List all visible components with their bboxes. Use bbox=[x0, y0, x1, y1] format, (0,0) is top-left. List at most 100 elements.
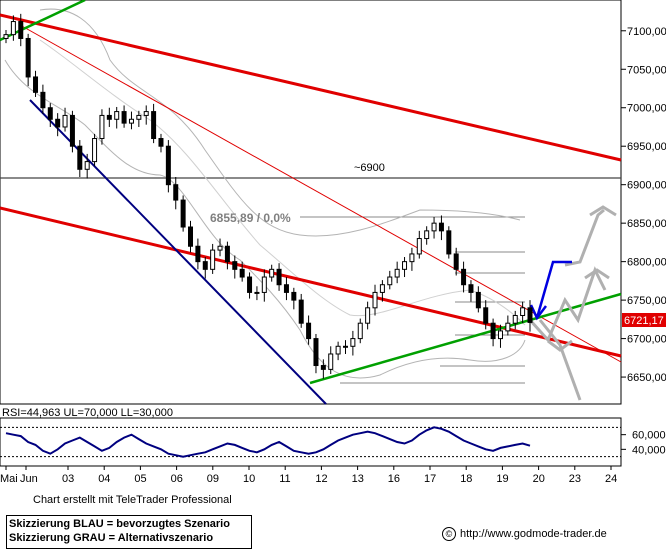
candle-body bbox=[224, 245, 230, 263]
candle-body bbox=[136, 114, 142, 120]
source-link[interactable]: © http://www.godmode-trader.de bbox=[442, 527, 607, 541]
x-tick-label: 03 bbox=[62, 473, 74, 485]
x-tick-label: 20 bbox=[533, 473, 545, 485]
candle-body bbox=[202, 261, 208, 270]
candle-body bbox=[387, 276, 393, 286]
upper-envelope bbox=[39, 8, 521, 237]
candle-body bbox=[313, 338, 319, 367]
candle-body bbox=[512, 315, 518, 324]
x-tick-label: Mai bbox=[0, 473, 18, 485]
candle-body bbox=[328, 353, 334, 370]
candle-body bbox=[158, 138, 164, 147]
candle-body bbox=[18, 21, 24, 39]
source-url: http://www.godmode-trader.de bbox=[460, 528, 607, 540]
candle-body bbox=[99, 114, 105, 140]
candle-body bbox=[298, 299, 304, 324]
candle-body bbox=[10, 21, 16, 36]
candle-body bbox=[402, 261, 408, 270]
scenario-legend: Skizzierung BLAU = bevorzugtes Szenario … bbox=[6, 515, 252, 549]
date-axis: Mai Jun 03 04 05 06 09 10 11 12 13 16 17 18 19 20 23 24 bbox=[0, 465, 621, 485]
candle-body bbox=[33, 76, 39, 93]
candle-body bbox=[62, 114, 68, 128]
candle-body bbox=[505, 322, 511, 332]
copyright-icon: © bbox=[442, 527, 456, 541]
rsi-line bbox=[5, 426, 531, 458]
red-channel-lower bbox=[0, 206, 622, 358]
x-tick-label: 05 bbox=[134, 473, 146, 485]
y-tick-label: 6700,00 bbox=[627, 334, 666, 346]
candle-body bbox=[69, 114, 75, 147]
candle-body bbox=[25, 37, 31, 78]
candle-body bbox=[77, 145, 83, 170]
x-tick-label: 23 bbox=[569, 473, 581, 485]
candle-body bbox=[520, 307, 526, 317]
last-price-box bbox=[622, 313, 666, 327]
candle-body bbox=[350, 338, 356, 347]
y-tick-label: 6900,00 bbox=[627, 180, 666, 192]
blue-scenario-path bbox=[535, 260, 572, 319]
x-tick-label: 18 bbox=[460, 473, 472, 485]
candle-body bbox=[475, 291, 481, 309]
candle-body bbox=[92, 138, 98, 163]
x-tick-label: 06 bbox=[171, 473, 183, 485]
rsi-panel-frame bbox=[0, 417, 622, 467]
candle-body bbox=[291, 291, 297, 301]
candle-body bbox=[128, 118, 134, 124]
y-tick-label: 7100,00 bbox=[627, 26, 666, 38]
candle-body bbox=[453, 253, 459, 270]
red-channel-upper bbox=[0, 13, 622, 162]
rsi-tick-label: 40,000 bbox=[632, 444, 666, 456]
candle-body bbox=[468, 284, 474, 293]
candle-body bbox=[40, 91, 46, 109]
candle-body bbox=[269, 268, 275, 278]
fib-zero-label: 6855,89 / 0,0% bbox=[210, 211, 291, 225]
price-panel-frame bbox=[0, 0, 622, 405]
price-axis: 7100,00 7050,00 7000,00 6950,00 6900,00 6850,… bbox=[621, 26, 666, 384]
candle-body bbox=[372, 291, 378, 309]
y-tick-label: 6950,00 bbox=[627, 141, 666, 153]
candle-body bbox=[180, 199, 186, 228]
candle-body bbox=[424, 230, 430, 240]
x-tick-label: 09 bbox=[207, 473, 219, 485]
candle-body bbox=[84, 161, 90, 170]
y-tick-label: 6800,00 bbox=[627, 257, 666, 269]
legend-blue-text: Skizzierung BLAU = bevorzugtes Szenario bbox=[9, 518, 230, 530]
candle-body bbox=[195, 245, 201, 263]
x-tick-label: 10 bbox=[243, 473, 255, 485]
candle-body bbox=[114, 111, 120, 120]
x-tick-label: 12 bbox=[315, 473, 327, 485]
y-tick-label: 7050,00 bbox=[627, 64, 666, 76]
rsi-indicator bbox=[0, 426, 621, 458]
x-tick-label: 19 bbox=[496, 473, 508, 485]
x-tick-label: 24 bbox=[605, 473, 617, 485]
candle-body bbox=[431, 222, 437, 232]
candle-body bbox=[165, 145, 171, 186]
candle-body bbox=[306, 322, 312, 340]
grey-scenario-down bbox=[538, 319, 582, 401]
candle-body bbox=[320, 365, 326, 370]
y-tick-label: 6750,00 bbox=[627, 295, 666, 307]
candle-body bbox=[335, 345, 341, 355]
grey-scenario-path bbox=[528, 266, 607, 343]
grey-arrow-head-3 bbox=[547, 339, 573, 352]
blue-arrow-head bbox=[529, 304, 547, 321]
y-tick-label: 6850,00 bbox=[627, 218, 666, 230]
red-thin-trendline bbox=[19, 24, 622, 363]
x-tick-label: Jun bbox=[20, 473, 38, 485]
candle-body bbox=[483, 307, 489, 324]
candle-body bbox=[261, 276, 267, 293]
rsi-tick-label: 60,000 bbox=[632, 430, 666, 442]
y-tick-label: 6650,00 bbox=[627, 372, 666, 384]
x-tick-label: 17 bbox=[424, 473, 436, 485]
x-tick-label: 16 bbox=[388, 473, 400, 485]
candle-body bbox=[239, 268, 245, 278]
rsi-label: RSI=44,963 UL=70,000 LL=30,000 bbox=[2, 407, 173, 419]
candle-body bbox=[365, 307, 371, 324]
candle-body bbox=[446, 230, 452, 255]
candle-body bbox=[55, 118, 61, 128]
candle-body bbox=[47, 107, 53, 120]
candle-body bbox=[106, 114, 112, 120]
candle-body bbox=[143, 111, 149, 116]
candle-body bbox=[394, 268, 400, 278]
